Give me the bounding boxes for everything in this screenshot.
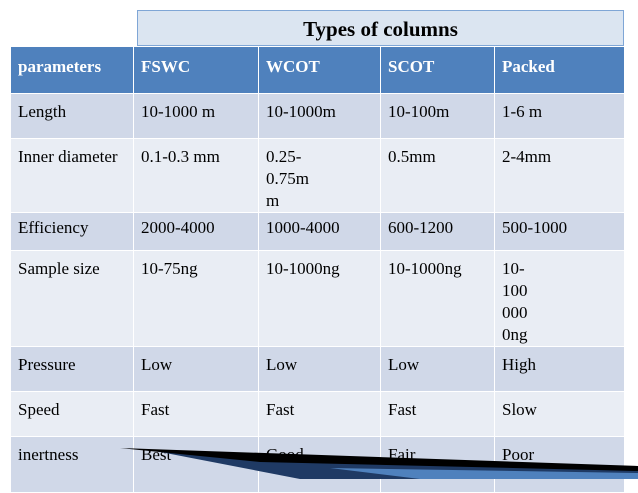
header-cell: SCOT [380, 46, 495, 94]
cell: 10-100m [380, 93, 495, 139]
title: Types of columns [137, 10, 624, 46]
cell: Low [258, 346, 381, 392]
cell: Low [133, 346, 259, 392]
cell: Slow [494, 391, 625, 437]
cell: Fast [258, 391, 381, 437]
cell: 1000-4000 [258, 212, 381, 251]
cell: 2000-4000 [133, 212, 259, 251]
table-row: Speed Fast Fast Fast Slow [10, 391, 625, 437]
row-label: Speed [10, 391, 134, 437]
table-row: Efficiency 2000-4000 1000-4000 600-1200 500-… [10, 212, 625, 251]
cell: Fast [380, 391, 495, 437]
swoosh-black [120, 448, 638, 471]
cell: 0.1-0.3 mm [133, 138, 259, 213]
cell: 0.25-0.75mm [258, 138, 381, 213]
table-row: Length 10-1000 m 10-1000m 10-100m 1-6 m [10, 93, 625, 139]
cell: 0.5mm [380, 138, 495, 213]
row-label: Length [10, 93, 134, 139]
table-row: Sample size 10-75ng 10-1000ng 10-1000ng 10-1… [10, 250, 625, 347]
header-row: parameters FSWC WCOT SCOT Packed [10, 46, 625, 94]
table-body: Length 10-1000 m 10-1000m 10-100m 1-6 m Inner… [10, 93, 625, 493]
cell: 10-1000ng [380, 250, 495, 347]
swoosh-blue [330, 468, 638, 479]
row-label: Inner diameter [10, 138, 134, 213]
cell: Low [380, 346, 495, 392]
decoration [120, 448, 638, 479]
columns-table: parameters FSWC WCOT SCOT Packed Length 10-10… [10, 46, 625, 493]
cell: 2-4mm [494, 138, 625, 213]
table-row: Pressure Low Low Low High [10, 346, 625, 392]
cell: Fast [133, 391, 259, 437]
cell: 10-75ng [133, 250, 259, 347]
cell: High [494, 346, 625, 392]
cell: 10-1000ng [258, 250, 381, 347]
cell: 10-1000 m [133, 93, 259, 139]
slide: {"title": "Types of columns", "table": {… [10, 10, 638, 493]
header-cell: FSWC [133, 46, 259, 94]
header-cell: WCOT [258, 46, 381, 94]
row-label: Efficiency [10, 212, 134, 251]
cell: 10-1000000ng [494, 250, 625, 347]
cell: 10-1000m [258, 93, 381, 139]
cell: 500-1000 [494, 212, 625, 251]
row-label: Sample size [10, 250, 134, 347]
cell: 1-6 m [494, 93, 625, 139]
table-row: Inner diameter 0.1-0.3 mm 0.25-0.75mm 0.5mm… [10, 138, 625, 213]
header-cell: parameters [10, 46, 134, 94]
header-cell: Packed [494, 46, 625, 94]
cell: 600-1200 [380, 212, 495, 251]
row-label: Pressure [10, 346, 134, 392]
